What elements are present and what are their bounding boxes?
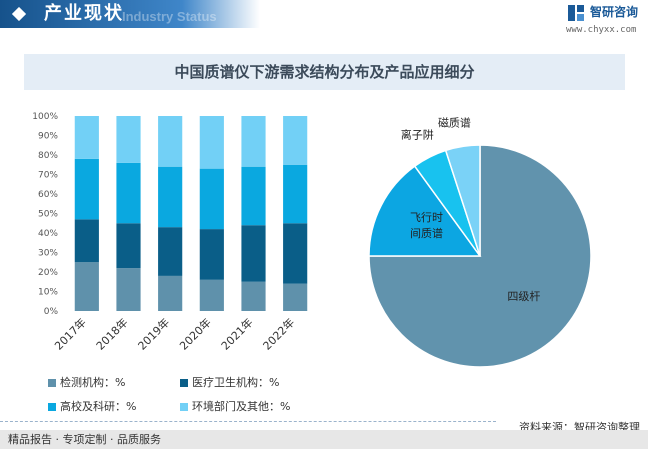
- chart-title: 中国质谱仪下游需求结构分布及产品应用细分: [174, 63, 475, 81]
- bar-segment: [241, 225, 266, 282]
- bar-segment: [116, 268, 141, 311]
- chart-title-box: 中国质谱仪下游需求结构分布及产品应用细分: [24, 54, 625, 90]
- y-tick-label: 50%: [38, 210, 58, 220]
- brand-name: 智研咨询: [590, 5, 639, 19]
- bar-segment: [74, 262, 99, 311]
- legend-swatch: [180, 403, 188, 411]
- bar-segment: [241, 116, 266, 167]
- legend-label: 检测机构：%: [60, 376, 126, 389]
- legend-swatch: [48, 403, 56, 411]
- legend-swatch: [180, 379, 188, 387]
- pie-label-line: 离子阱: [401, 128, 434, 142]
- x-tick-label: 2019年: [135, 315, 172, 352]
- bar-segment: [283, 223, 308, 284]
- y-tick-label: 30%: [38, 249, 58, 259]
- header-bullet-icon: [12, 7, 26, 21]
- stacked-bar-chart: 0%10%20%30%40%50%60%70%80%90%100%2017年 20…: [32, 112, 308, 353]
- y-tick-label: 10%: [38, 288, 58, 298]
- brand-website: www.chyxx.com: [566, 25, 637, 35]
- bar-segment: [116, 116, 141, 163]
- legend-swatch: [48, 379, 56, 387]
- pie-slice: [444, 144, 481, 257]
- pie-label: 磁质谱: [438, 116, 471, 130]
- y-tick-label: 40%: [38, 229, 58, 239]
- bar-segment: [74, 158, 99, 220]
- x-tick-label: 2022年: [260, 315, 297, 352]
- bar-segment: [199, 279, 224, 311]
- bar-segment: [158, 275, 183, 311]
- pie-label-line: 飞行时: [410, 211, 443, 224]
- bar-segment: [158, 116, 183, 167]
- bar-segment: [158, 166, 183, 228]
- pie-label-line: 四级杆: [507, 289, 540, 303]
- x-tick-label: 2018年: [93, 315, 130, 352]
- bar-segment: [74, 116, 99, 159]
- section-title: 产业现状: [44, 3, 124, 24]
- pie-label: 离子阱: [401, 128, 434, 142]
- x-tick-label: 2017年: [51, 315, 88, 352]
- bar-segment: [241, 281, 266, 311]
- x-tick-label: 2021年: [218, 315, 255, 352]
- y-tick-label: 90%: [38, 132, 58, 142]
- bar-segment: [199, 116, 224, 169]
- pie-label: 四级杆: [507, 289, 540, 303]
- y-tick-label: 20%: [38, 268, 58, 278]
- bar-segment: [116, 223, 141, 269]
- bar-segment: [283, 283, 308, 311]
- bar-segment: [74, 219, 99, 263]
- y-tick-label: 70%: [38, 171, 58, 181]
- x-tick-label: 2020年: [176, 315, 213, 352]
- top-band: 产业现状 Industry Status 智研咨询 www.chyxx.com: [0, 0, 648, 35]
- bar-segment: [241, 166, 266, 226]
- bar-segment: [116, 162, 141, 224]
- pie-slice: [368, 165, 482, 257]
- legend-label: 高校及科研：%: [60, 400, 137, 413]
- section-subtitle: Industry Status: [122, 9, 217, 24]
- legend-label: 环境部门及其他：%: [192, 400, 291, 413]
- pie-label-line: 磁质谱: [438, 116, 471, 130]
- y-tick-label: 80%: [38, 151, 58, 161]
- bar-segment: [158, 227, 183, 276]
- header-bar: 产业现状 Industry Status: [0, 0, 260, 28]
- brand-logo-icon: [567, 4, 585, 22]
- legend-label: 医疗卫生机构：%: [192, 376, 280, 389]
- footer-divider: [0, 421, 496, 423]
- footer-bar: 精品报告 · 专项定制 · 品质服务: [0, 430, 648, 449]
- bar-segment: [199, 229, 224, 280]
- pie-label: 飞行时间质谱: [410, 211, 443, 240]
- footer-slogan: 精品报告 · 专项定制 · 品质服务: [8, 433, 161, 446]
- y-tick-label: 60%: [38, 190, 58, 200]
- bar-segment: [283, 164, 308, 224]
- bar-chart-legend: 检测机构：% 医疗卫生机构：% 高校及科研：% 环境部门及其他：%: [48, 374, 348, 420]
- bar-segment: [283, 116, 308, 165]
- pie-label-line: 间质谱: [410, 226, 443, 240]
- y-tick-label: 100%: [32, 112, 58, 122]
- bar-segment: [199, 168, 224, 230]
- y-tick-label: 0%: [44, 307, 59, 317]
